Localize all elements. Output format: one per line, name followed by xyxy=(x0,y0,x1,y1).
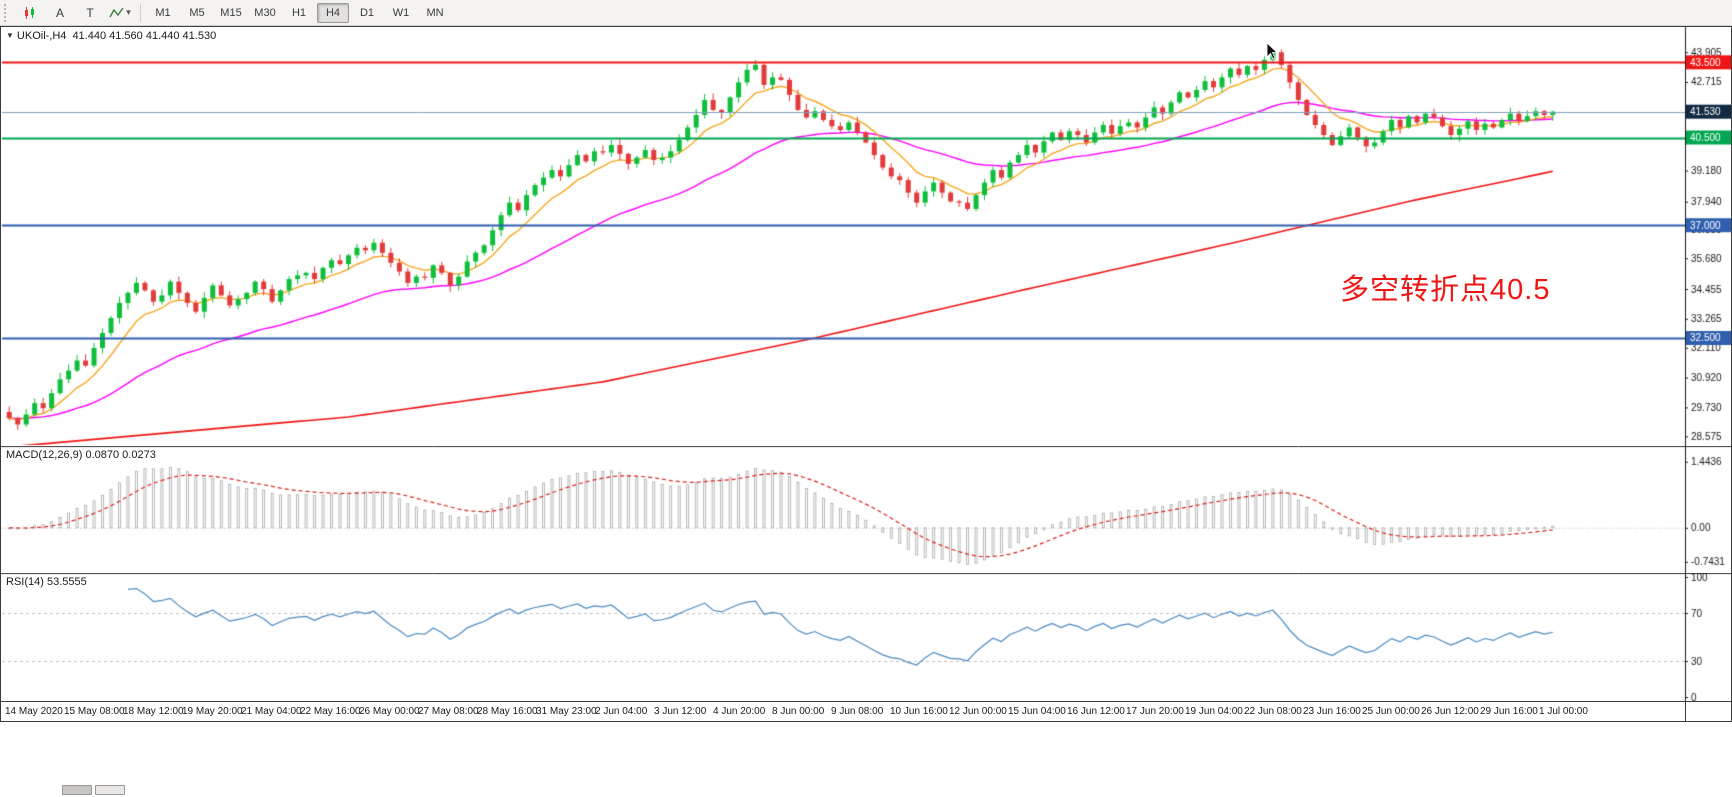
timeframe-d1-button[interactable]: D1 xyxy=(359,6,375,19)
timeframe-w1-button[interactable]: W1 xyxy=(392,6,410,19)
chevron-down-icon: ▾ xyxy=(126,7,131,17)
polyline-tool-button[interactable]: ▾ xyxy=(106,2,134,24)
x-axis-label: 8 Jun 00:00 xyxy=(772,706,825,717)
x-axis-label: 26 Jun 12:00 xyxy=(1421,706,1479,717)
timeframe-m30-button[interactable]: M30 xyxy=(254,6,276,19)
chart-tab[interactable] xyxy=(62,785,92,795)
macd-indicator-panel[interactable] xyxy=(1,446,1731,573)
x-axis-label: 9 Jun 08:00 xyxy=(831,706,884,717)
toolbar-separator xyxy=(140,3,141,22)
toolbar-grip[interactable] xyxy=(4,3,11,22)
x-axis-label: 17 Jun 20:00 xyxy=(1126,706,1184,717)
rsi-label: RSI(14) 53.5555 xyxy=(6,576,87,588)
timeframe-toolbar: M1 M5 M15 M30 H1 H4 D1 W1 MN xyxy=(146,2,452,23)
x-axis-label: 27 May 08:00 xyxy=(418,706,479,717)
x-axis-label: 12 Jun 00:00 xyxy=(949,706,1007,717)
x-axis-label: 23 Jun 16:00 xyxy=(1303,706,1361,717)
x-axis-label: 15 Jun 04:00 xyxy=(1008,706,1066,717)
text-tool-t-button[interactable]: T xyxy=(86,5,94,20)
timeframe-m5-button[interactable]: M5 xyxy=(189,6,205,19)
x-axis-label: 18 May 12:00 xyxy=(123,706,184,717)
x-axis-label: 25 Jun 00:00 xyxy=(1362,706,1420,717)
x-axis-label: 22 May 16:00 xyxy=(300,706,361,717)
x-axis-label: 3 Jun 12:00 xyxy=(654,706,707,717)
x-axis-label: 4 Jun 20:00 xyxy=(713,706,766,717)
symbol-dropdown-icon[interactable]: ▼ xyxy=(6,31,14,40)
timeframe-mn-button[interactable]: MN xyxy=(426,6,444,19)
x-axis-label: 28 May 16:00 xyxy=(477,706,538,717)
chart-tab[interactable] xyxy=(95,785,125,795)
x-axis-label: 2 Jun 04:00 xyxy=(595,706,648,717)
x-axis-label: 21 May 04:00 xyxy=(241,706,302,717)
time-axis[interactable]: 14 May 2020 15 May 08:00 18 May 12:00 19 Ma… xyxy=(1,701,1731,722)
x-axis-label: 31 May 23:00 xyxy=(536,706,597,717)
x-axis-label: 10 Jun 16:00 xyxy=(890,706,948,717)
macd-label: MACD(12,26,9) 0.0870 0.0273 xyxy=(6,449,156,461)
symbol-timeframe-label: UKOil-,H4 xyxy=(16,30,67,42)
chart-title: ▼ UKOil-,H4 41.440 41.560 41.440 41.530 xyxy=(6,30,216,42)
text-tool-a-button[interactable]: A xyxy=(55,5,64,20)
x-axis-label: 26 May 00:00 xyxy=(359,706,420,717)
x-axis-label: 29 Jun 16:00 xyxy=(1480,706,1538,717)
ohlc-values-label: 41.440 41.560 41.440 41.530 xyxy=(72,30,217,42)
chart-window: 14 May 2020 15 May 08:00 18 May 12:00 19 Ma… xyxy=(0,26,1732,722)
x-axis-label: 16 Jun 12:00 xyxy=(1067,706,1125,717)
chart-icon[interactable] xyxy=(16,2,44,24)
timeframe-m15-button[interactable]: M15 xyxy=(220,6,242,19)
timeframe-m1-button[interactable]: M1 xyxy=(155,6,171,19)
x-axis-label: 19 Jun 04:00 xyxy=(1185,706,1243,717)
chart-tab-bar xyxy=(0,783,1732,797)
zigzag-icon xyxy=(109,7,124,17)
x-axis-label: 15 May 08:00 xyxy=(64,706,125,717)
x-axis-label: 1 Jul 00:00 xyxy=(1539,706,1588,717)
x-axis-label: 22 Jun 08:00 xyxy=(1244,706,1302,717)
axis-corner-line xyxy=(1685,702,1686,722)
timeframe-h4-button[interactable]: H4 xyxy=(317,2,349,23)
timeframe-h1-button[interactable]: H1 xyxy=(291,6,307,19)
main-price-chart[interactable] xyxy=(1,27,1731,446)
chart-text-annotation[interactable]: 多空转折点40.5 xyxy=(1340,274,1551,306)
rsi-indicator-panel[interactable] xyxy=(1,573,1731,701)
top-toolbar: A T ▾ M1 M5 M15 M30 H1 H4 D1 W1 MN xyxy=(0,0,1732,26)
mouse-cursor-icon xyxy=(1266,42,1279,65)
x-axis-label: 14 May 2020 xyxy=(5,706,63,717)
candlestick-icon xyxy=(25,6,34,19)
x-axis-label: 19 May 20:00 xyxy=(182,706,243,717)
